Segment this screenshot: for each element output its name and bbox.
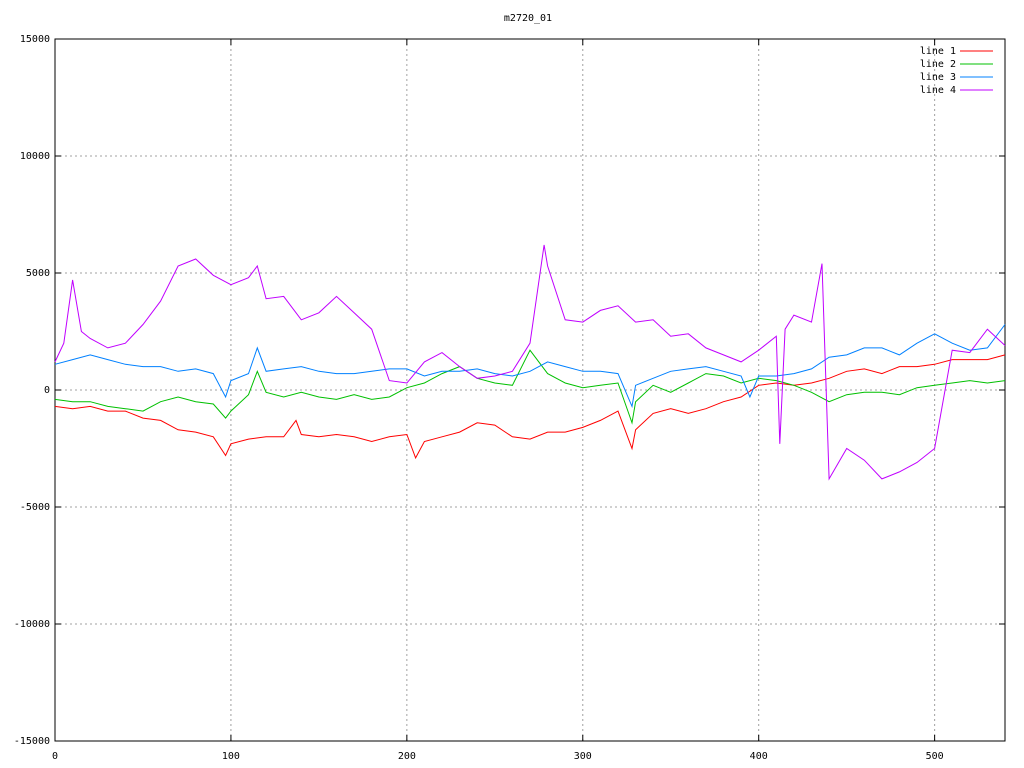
y-tick-label: -5000 xyxy=(20,502,50,513)
chart-title: m2720_01 xyxy=(504,13,552,24)
line-series xyxy=(54,349,1006,425)
legend-label: line 4 xyxy=(920,85,956,96)
x-tick-label: 500 xyxy=(926,751,944,762)
x-tick-label: 400 xyxy=(750,751,768,762)
y-tick-label: 5000 xyxy=(26,268,50,279)
legend-label: line 1 xyxy=(920,46,956,57)
y-tick-label: -10000 xyxy=(14,619,50,630)
y-tick-label: -15000 xyxy=(14,736,50,747)
x-tick-label: 100 xyxy=(222,751,240,762)
x-tick-label: 200 xyxy=(398,751,416,762)
line-series xyxy=(54,244,1006,481)
legend-label: line 3 xyxy=(920,72,956,83)
plot-frame xyxy=(54,38,1006,742)
line-series xyxy=(54,324,1006,409)
y-tick-label: 0 xyxy=(44,385,50,396)
legend-label: line 2 xyxy=(920,59,956,70)
y-tick-label: 10000 xyxy=(20,151,50,162)
y-tick-label: 15000 xyxy=(20,34,50,45)
x-tick-label: 300 xyxy=(574,751,592,762)
x-tick-label: 0 xyxy=(52,751,58,762)
line-series xyxy=(54,354,1006,460)
